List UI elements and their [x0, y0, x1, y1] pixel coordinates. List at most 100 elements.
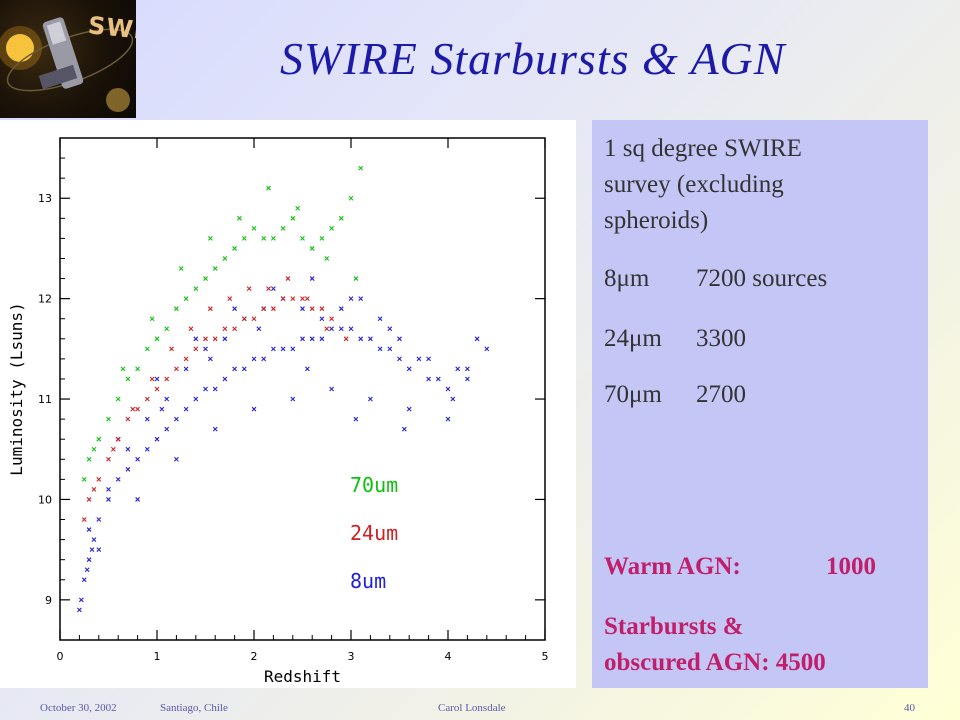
band-row-8um: 8μm 7200 sources [604, 262, 827, 296]
survey-line-2: survey (excluding [604, 171, 784, 198]
data-point-8um [426, 376, 431, 382]
data-point-70um [144, 346, 150, 352]
data-point-8um [241, 366, 247, 372]
data-point-70um [154, 336, 160, 342]
data-point-24um [290, 296, 296, 302]
data-point-8um [401, 426, 407, 432]
data-point-24um [86, 497, 92, 502]
data-point-8um [319, 336, 325, 342]
data-point-8um [368, 336, 373, 342]
data-point-8um [135, 456, 140, 462]
data-point-24um [261, 306, 267, 312]
data-point-8um [251, 356, 257, 362]
data-point-70um [149, 316, 155, 322]
data-point-24um [188, 326, 194, 332]
data-point-70um [115, 396, 121, 402]
data-point-70um [183, 296, 189, 302]
data-point-70um [174, 306, 179, 312]
band-label: 8μm [604, 265, 650, 292]
data-point-24um [110, 446, 116, 452]
swire-logo: SWIRE [0, 0, 136, 118]
x-axis-label: Redshift [264, 667, 341, 686]
data-point-8um [426, 356, 431, 362]
x-tick-label: 5 [542, 650, 549, 663]
data-point-8um [164, 426, 170, 432]
data-point-24um [266, 286, 271, 291]
data-point-8um [271, 286, 276, 291]
data-point-24um [241, 316, 247, 322]
data-point-8um [358, 336, 364, 342]
footer-date: October 30, 2002 [40, 702, 117, 714]
data-point-8um [406, 406, 412, 412]
data-point-8um [154, 376, 160, 382]
data-point-70um [96, 436, 102, 442]
legend-entry-24um: 24um [350, 521, 398, 545]
data-point-70um [91, 446, 97, 452]
data-point-70um [358, 165, 364, 171]
data-point-8um [435, 376, 441, 382]
data-point-8um [309, 336, 315, 342]
data-point-8um [329, 326, 334, 332]
warm-agn-value: 1000 [826, 553, 876, 580]
warm-agn-label: Warm AGN: [604, 553, 741, 580]
data-point-70um [241, 236, 247, 241]
data-point-8um [232, 306, 237, 312]
data-point-24um [169, 346, 174, 352]
starbursts-line-2: obscured AGN: 4500 [604, 649, 826, 676]
data-point-70um [125, 376, 131, 382]
y-tick-label: 11 [38, 393, 52, 406]
data-point-24um [125, 416, 131, 422]
data-point-24um [319, 306, 325, 312]
data-point-8um [232, 366, 237, 372]
data-point-70um [319, 236, 325, 241]
data-point-24um [183, 356, 189, 362]
data-point-24um [280, 296, 286, 302]
band-label: 70μm [604, 381, 662, 408]
data-point-8um [125, 446, 131, 452]
data-point-70um [212, 266, 218, 271]
y-tick-label: 9 [45, 594, 52, 607]
data-point-8um [183, 406, 189, 412]
data-point-8um [377, 316, 383, 322]
legend-entry-70um: 70um [350, 473, 398, 497]
data-point-24um [149, 376, 155, 382]
survey-line-3: spheroids) [604, 207, 709, 234]
data-point-70um [290, 215, 296, 221]
y-tick-label: 12 [38, 293, 52, 306]
data-point-24um [130, 406, 136, 412]
slide-title: SWIRE Starbursts & AGN [280, 33, 786, 84]
data-point-24um [203, 336, 208, 342]
data-point-8um [377, 346, 383, 352]
data-point-8um [91, 537, 97, 542]
data-point-8um [338, 326, 344, 332]
data-point-8um [251, 406, 257, 412]
data-point-8um [280, 346, 286, 352]
data-point-70um [329, 225, 334, 231]
data-point-8um [358, 296, 364, 302]
warm-agn-line: Warm AGN: 1000 [604, 550, 876, 584]
x-tick-label: 0 [57, 650, 64, 663]
band-row-70um: 70μm 2700 [604, 378, 746, 412]
data-point-8um [86, 527, 92, 532]
data-point-8um [397, 336, 402, 342]
data-point-8um [368, 396, 373, 402]
band-count: 7200 sources [696, 265, 828, 292]
survey-line-1: 1 sq degree SWIRE [604, 135, 802, 162]
band-row-24um: 24μm 3300 [604, 322, 746, 356]
data-point-70um [324, 256, 330, 261]
plot-frame [59, 137, 546, 641]
data-point-8um [193, 336, 199, 342]
data-point-8um [81, 577, 87, 583]
data-point-8um [174, 416, 179, 422]
data-point-70um [338, 215, 344, 221]
data-point-8um [271, 346, 276, 352]
data-point-8um [387, 326, 393, 332]
data-point-70um [178, 266, 184, 271]
data-point-24um [207, 306, 213, 312]
data-point-70um [222, 256, 228, 261]
data-point-8um [106, 487, 111, 492]
data-point-8um [465, 376, 470, 382]
data-point-70um [81, 476, 87, 482]
data-point-8um [484, 346, 490, 352]
data-point-70um [251, 225, 257, 231]
